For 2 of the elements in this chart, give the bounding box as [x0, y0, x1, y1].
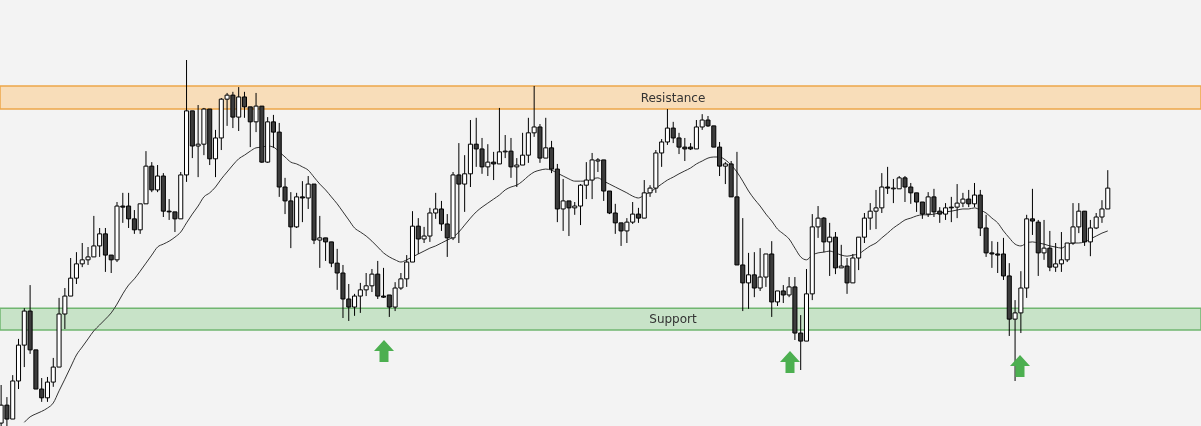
band-label: Resistance	[640, 90, 706, 105]
band-label: Support	[649, 312, 698, 327]
